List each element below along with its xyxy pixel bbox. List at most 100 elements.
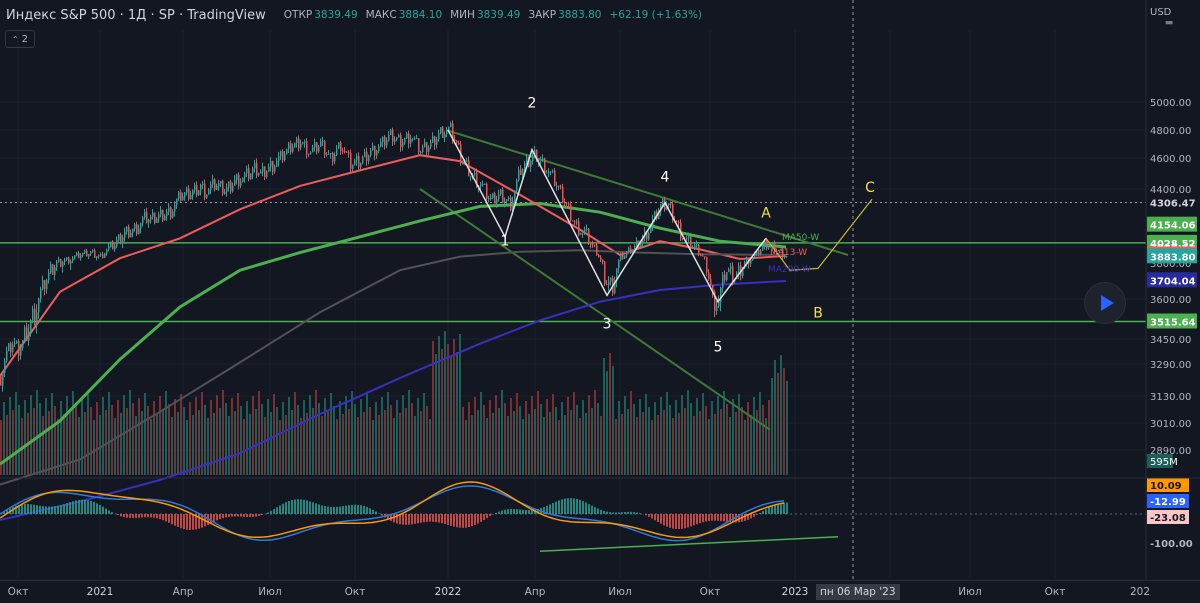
candle-body: [116, 240, 118, 246]
volume-bar: [69, 409, 71, 475]
volume-bar: [306, 413, 308, 475]
candle-body: [144, 212, 146, 218]
macd-bar: [318, 504, 320, 514]
close-label: ЗАКР: [528, 9, 556, 21]
candle-body: [320, 141, 322, 146]
chevron-up-icon: ⌃: [12, 35, 19, 44]
volume-bar: [699, 411, 701, 475]
volume-bar: [30, 395, 32, 475]
candle-body: [158, 214, 160, 218]
candle-body: [550, 171, 552, 172]
macd-bar: [417, 514, 419, 523]
candle-body: [280, 151, 282, 156]
candle-body: [378, 147, 380, 151]
candle-body: [440, 127, 442, 133]
macd-bar: [39, 506, 41, 514]
volume-bar: [180, 394, 182, 475]
macd-bar: [189, 514, 191, 530]
candle-body: [458, 143, 460, 145]
candle-body: [462, 160, 464, 161]
candle-body: [446, 131, 448, 135]
candle-body: [678, 222, 680, 223]
candle-body: [232, 186, 234, 192]
candle-body: [414, 138, 416, 139]
price-axis-label: 3290.00: [1150, 360, 1191, 371]
macd-bar: [24, 504, 26, 514]
volume-bar: [726, 404, 728, 475]
macd-bar: [477, 514, 479, 523]
macd-bar: [186, 514, 188, 530]
volume-bar: [474, 397, 476, 475]
macd-bar: [312, 502, 314, 514]
volume-tag: 595M: [1150, 457, 1178, 468]
candle-body: [466, 160, 468, 161]
volume-bar: [519, 406, 521, 475]
candle-body: [508, 197, 510, 199]
candle-body: [710, 279, 712, 285]
candle-body: [380, 142, 382, 146]
macd-bar: [519, 509, 521, 514]
volume-bar: [78, 417, 80, 475]
volume-bar: [198, 410, 200, 475]
volume-bar: [336, 419, 338, 475]
candle-body: [52, 264, 54, 274]
volume-bar: [543, 417, 545, 475]
symbol-title[interactable]: Индекс S&P 500 · 1Д · SP · TradingView: [0, 8, 266, 23]
macd-bar: [627, 512, 629, 514]
volume-bar: [114, 418, 116, 475]
candle-body: [482, 184, 484, 185]
volume-bar: [633, 404, 635, 475]
volume-bar: [63, 414, 65, 475]
volume-bar: [702, 393, 704, 475]
candle-body: [426, 142, 428, 152]
volume-bar: [609, 353, 611, 475]
macd-bar: [717, 514, 719, 521]
candle-body: [358, 156, 360, 167]
volume-bar: [303, 400, 305, 475]
candle-body: [118, 235, 120, 241]
volume-bar: [144, 393, 146, 475]
macd-bar: [105, 509, 107, 514]
volume-bar: [492, 413, 494, 475]
volume-bar: [84, 412, 86, 475]
currency-label[interactable]: USD: [1150, 7, 1171, 18]
macd-bar: [786, 503, 788, 514]
volume-bar: [234, 411, 236, 475]
scale-settings-icon[interactable]: ▬: [1156, 18, 1182, 32]
time-axis-label: Окт: [8, 586, 29, 598]
macd-bar: [144, 514, 146, 517]
volume-bar: [528, 414, 530, 475]
macd-bar: [120, 514, 122, 516]
macd-bar: [558, 500, 560, 514]
macd-bar: [438, 514, 440, 523]
macd-bar: [561, 499, 563, 514]
volume-bar: [246, 401, 248, 475]
wave-label-2: 2: [528, 96, 537, 112]
candle-body: [412, 139, 414, 140]
candle-body: [148, 220, 150, 223]
volume-bar: [339, 401, 341, 475]
candle-body: [730, 266, 732, 269]
candle-body: [580, 233, 582, 235]
scroll-to-realtime-button[interactable]: [1084, 282, 1126, 324]
candle-body: [598, 255, 600, 257]
macd-bar: [711, 514, 713, 521]
time-axis-label: 2023: [782, 586, 809, 598]
close-value: 3883.80: [558, 9, 601, 21]
macd-tag: -100.00: [1150, 539, 1193, 550]
indicator-collapse-toggle[interactable]: ⌃ 2: [5, 30, 35, 48]
macd-bar: [756, 514, 758, 515]
volume-bar: [9, 397, 11, 475]
time-axis-label: Июл: [608, 586, 631, 598]
volume-bar: [228, 416, 230, 475]
candle-body: [618, 260, 620, 269]
macd-bar: [468, 514, 470, 527]
candle-body: [494, 193, 496, 203]
candle-body: [356, 156, 358, 160]
volume-bar: [54, 406, 56, 475]
candle-body: [162, 210, 164, 220]
volume-bar: [495, 395, 497, 475]
candle-body: [382, 137, 384, 142]
